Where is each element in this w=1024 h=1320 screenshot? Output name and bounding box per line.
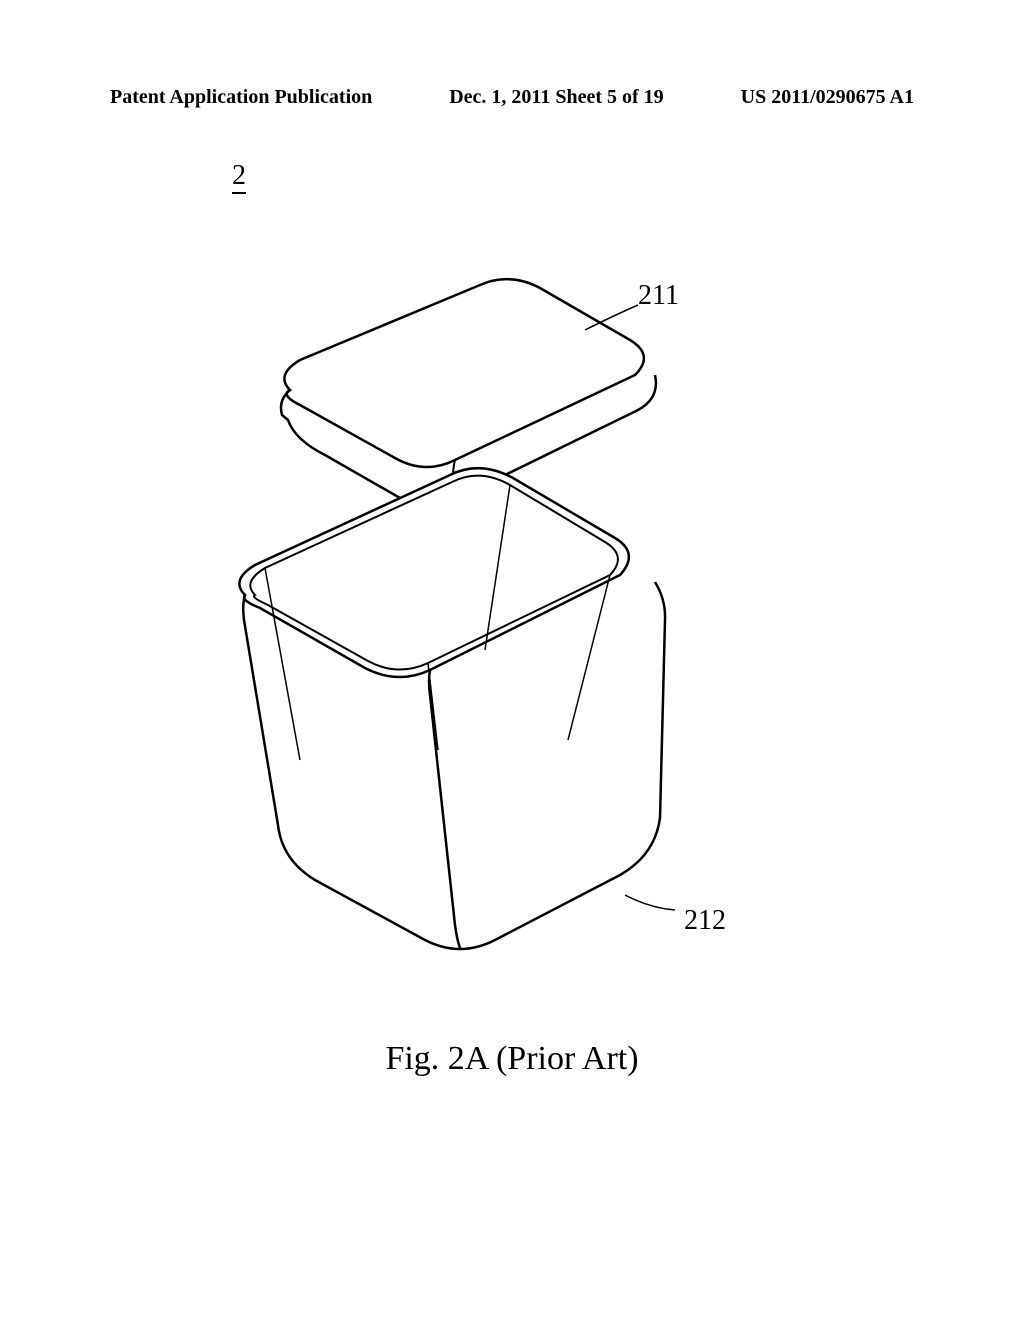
header-date-sheet: Dec. 1, 2011 Sheet 5 of 19 <box>449 86 663 109</box>
figure-drawing <box>170 260 730 960</box>
page-header: Patent Application Publication Dec. 1, 2… <box>0 86 1024 109</box>
figure-caption: Fig. 2A (Prior Art) <box>0 1040 1024 1078</box>
header-publication: Patent Application Publication <box>110 86 372 109</box>
header-patent-number: US 2011/0290675 A1 <box>741 86 914 109</box>
reference-numeral-2: 2 <box>232 162 246 194</box>
